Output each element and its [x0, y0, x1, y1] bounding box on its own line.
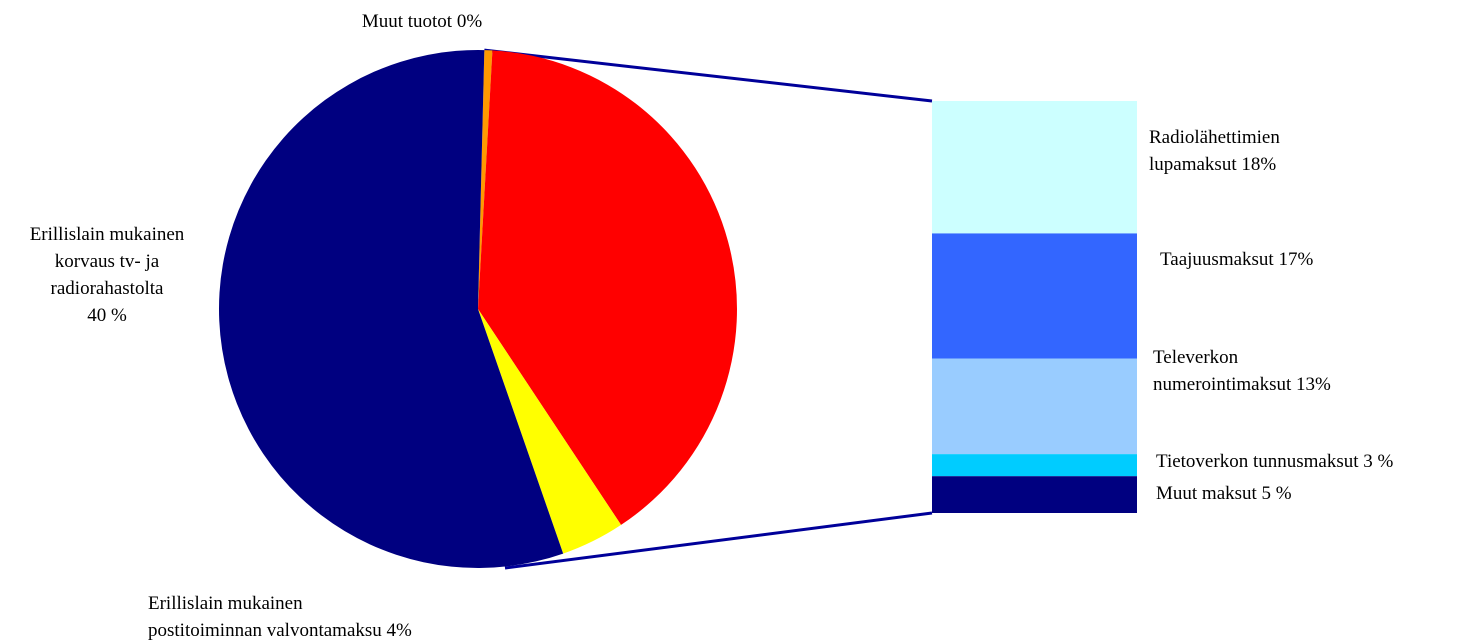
bar-segment-0	[932, 101, 1137, 234]
stacked-bar	[932, 101, 1137, 513]
bar-label-2: Televerkon numerointimaksut 13%	[1153, 347, 1331, 395]
bar-label-4: Muut maksut 5 %	[1156, 483, 1292, 504]
pie-slice-2	[478, 309, 622, 554]
pie-slice-3	[218, 50, 564, 569]
pie-slice-0	[478, 50, 493, 309]
connector-lines	[484, 48, 933, 570]
pie-slice-1	[478, 50, 738, 525]
bar-segment-3	[932, 454, 1137, 477]
connector-line-bottom	[504, 511, 933, 570]
pie-label-1: Erillislain mukainen korvaus tv- ja radior…	[30, 224, 185, 326]
connector-line-top	[484, 48, 933, 103]
labels: Muut tuotot 0% Erillislain mukainen korvau…	[30, 11, 1394, 640]
pie-label-0: Muut tuotot 0%	[362, 11, 483, 32]
bar-segment-1	[932, 233, 1137, 359]
bar-label-1: Taajuusmaksut 17%	[1160, 249, 1313, 270]
bar-label-0: Radiolähettimien lupamaksut 18%	[1149, 127, 1280, 175]
pie-label-2: Erillislain mukainen postitoiminnan valvo…	[148, 593, 412, 640]
pie	[218, 50, 738, 569]
bar-label-3: Tietoverkon tunnusmaksut 3 %	[1156, 451, 1393, 472]
bar-segment-4	[932, 476, 1137, 513]
bar-segment-2	[932, 358, 1137, 455]
